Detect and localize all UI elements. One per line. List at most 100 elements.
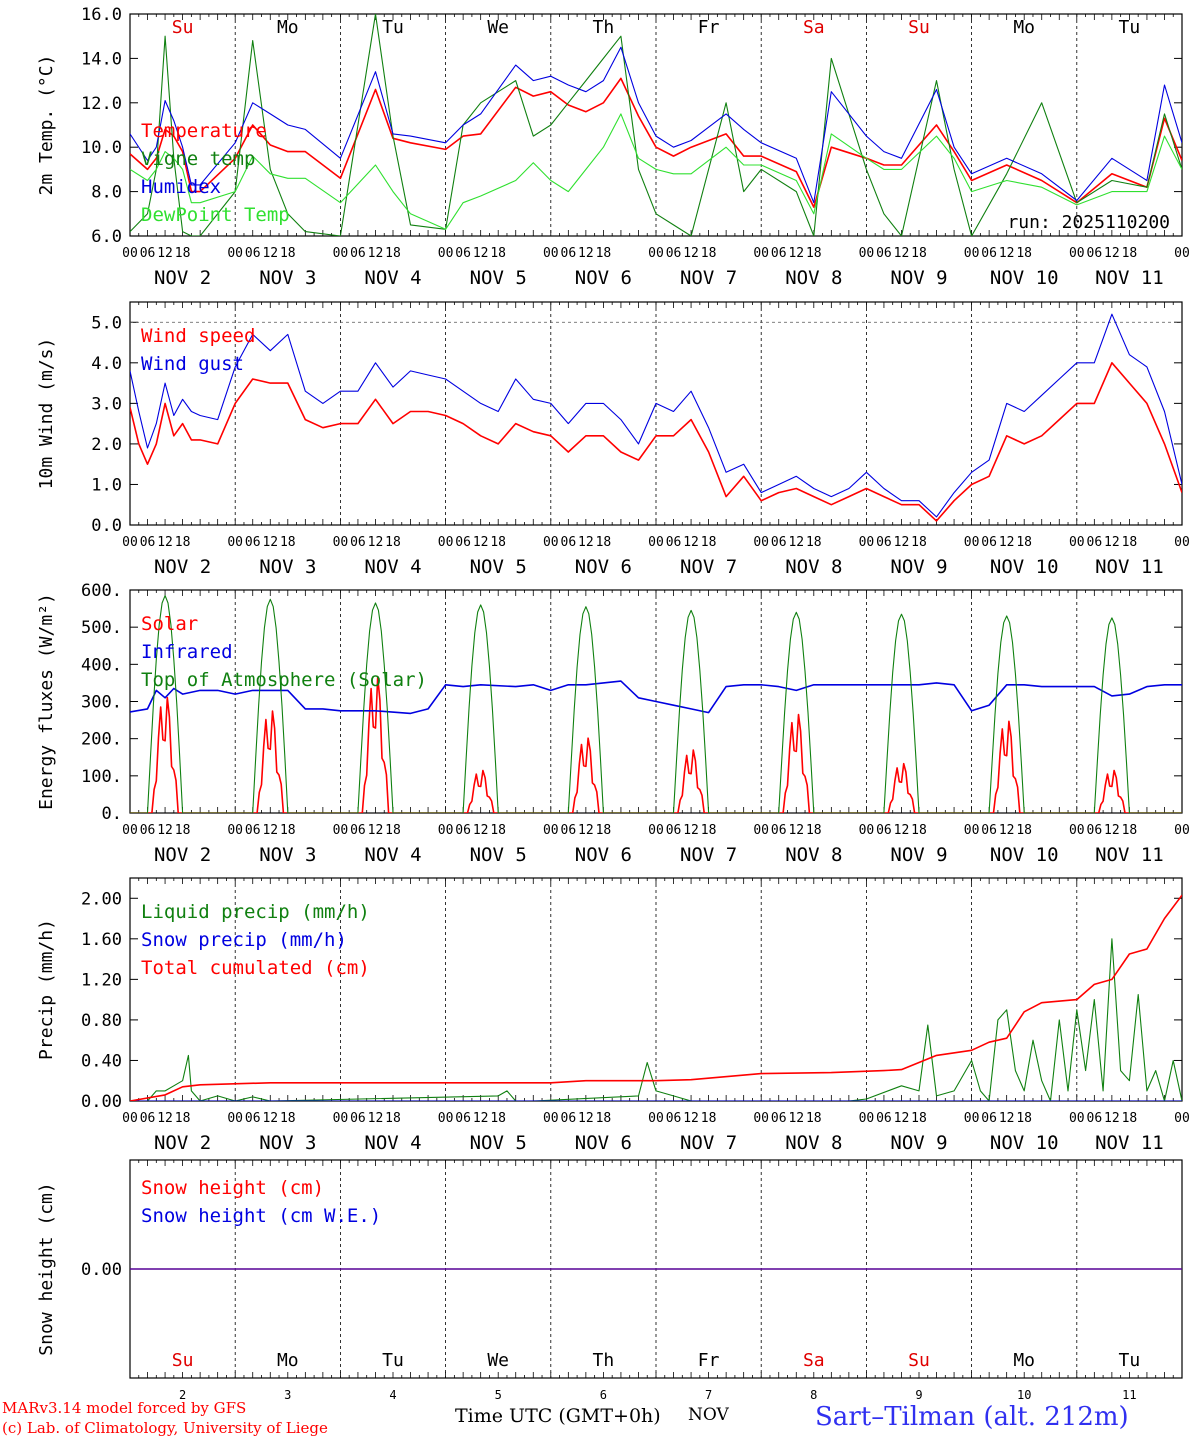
hour-tick-label: 06 bbox=[455, 246, 471, 261]
month-label: NOV bbox=[688, 1405, 729, 1425]
hour-tick-label: 06 bbox=[140, 535, 156, 550]
hour-tick-label: 00 bbox=[859, 823, 875, 838]
hour-tick-label: 12 bbox=[894, 246, 910, 261]
date-label: NOV 5 bbox=[470, 267, 527, 289]
hour-tick-label: 00 bbox=[227, 1111, 243, 1126]
hour-tick-label: 18 bbox=[1016, 823, 1032, 838]
hour-tick-label: 12 bbox=[157, 535, 173, 550]
hour-tick-label: 12 bbox=[157, 246, 173, 261]
hour-tick-label: 18 bbox=[1122, 1111, 1138, 1126]
hour-tick-label: 06 bbox=[1087, 823, 1103, 838]
y-axis-label: Snow height (cm) bbox=[36, 1182, 57, 1355]
date-label: NOV 8 bbox=[785, 1132, 842, 1154]
weekday-label: Su bbox=[908, 1350, 930, 1371]
hour-tick-label: 06 bbox=[1087, 1111, 1103, 1126]
y-tick-label: 1.60 bbox=[81, 930, 122, 950]
hour-tick-label: 00 bbox=[1174, 1111, 1190, 1126]
hour-tick-label: 12 bbox=[262, 246, 278, 261]
hour-tick-label: 12 bbox=[788, 1111, 804, 1126]
hour-tick-label: 06 bbox=[876, 246, 892, 261]
series-group bbox=[130, 14, 1182, 236]
hour-tick-label: 06 bbox=[245, 535, 261, 550]
hour-tick-label: 00 bbox=[333, 535, 349, 550]
weekday-label: Sa bbox=[803, 1350, 825, 1371]
hour-tick-label: 00 bbox=[1069, 823, 1085, 838]
hour-tick-label: 12 bbox=[999, 823, 1015, 838]
date-number-label: 11 bbox=[1122, 1388, 1136, 1402]
hour-tick-label: 12 bbox=[683, 823, 699, 838]
series-line-2 bbox=[130, 680, 1182, 715]
date-number-label: 5 bbox=[495, 1388, 502, 1402]
y-tick-label: 300. bbox=[81, 693, 122, 713]
series-line-1 bbox=[130, 362, 1182, 522]
date-label: NOV 7 bbox=[680, 844, 737, 866]
date-number-label: 8 bbox=[810, 1388, 817, 1402]
hour-tick-label: 06 bbox=[350, 246, 366, 261]
hour-tick-label: 06 bbox=[981, 823, 997, 838]
hour-tick-label: 06 bbox=[140, 246, 156, 261]
y-tick-label: 3.0 bbox=[91, 394, 122, 414]
hour-tick-label: 18 bbox=[701, 246, 717, 261]
y-tick-label: 16.0 bbox=[81, 5, 122, 25]
hour-tick-label: 18 bbox=[806, 246, 822, 261]
hour-tick-label: 00 bbox=[1069, 535, 1085, 550]
hour-tick-label: 00 bbox=[859, 1111, 875, 1126]
hour-tick-label: 12 bbox=[473, 535, 489, 550]
hour-tick-label: 18 bbox=[701, 823, 717, 838]
hour-tick-label: 18 bbox=[1122, 535, 1138, 550]
hour-tick-label: 12 bbox=[262, 1111, 278, 1126]
legend-entry: Infrared bbox=[141, 641, 233, 663]
hour-tick-label: 00 bbox=[1174, 246, 1190, 261]
weekday-label: We bbox=[487, 17, 509, 38]
hour-tick-label: 12 bbox=[894, 1111, 910, 1126]
hour-tick-label: 06 bbox=[981, 246, 997, 261]
hour-tick-label: 12 bbox=[578, 246, 594, 261]
y-tick-label: 2.00 bbox=[81, 889, 122, 909]
weekday-label: Tu bbox=[1119, 1350, 1141, 1371]
hour-tick-label: 12 bbox=[999, 1111, 1015, 1126]
date-label: NOV 10 bbox=[990, 844, 1059, 866]
date-label: NOV 5 bbox=[470, 1132, 527, 1154]
hour-tick-label: 12 bbox=[788, 823, 804, 838]
hour-tick-label: 12 bbox=[1104, 246, 1120, 261]
hour-tick-label: 06 bbox=[350, 1111, 366, 1126]
date-label: NOV 11 bbox=[1095, 1132, 1164, 1154]
date-label: NOV 9 bbox=[890, 267, 947, 289]
hour-tick-label: 12 bbox=[683, 246, 699, 261]
hour-tick-label: 18 bbox=[806, 823, 822, 838]
hour-tick-label: 12 bbox=[683, 1111, 699, 1126]
date-label: NOV 7 bbox=[680, 267, 737, 289]
hour-tick-label: 06 bbox=[876, 535, 892, 550]
date-label: NOV 9 bbox=[890, 1132, 947, 1154]
weekday-label: Fr bbox=[698, 17, 720, 38]
y-axis-label: Precip (mm/h) bbox=[36, 919, 57, 1060]
date-label: NOV 9 bbox=[890, 556, 947, 578]
hour-tick-label: 12 bbox=[473, 246, 489, 261]
weekday-label: Tu bbox=[382, 17, 404, 38]
weekday-label: Tu bbox=[1119, 17, 1141, 38]
hour-tick-label: 06 bbox=[350, 535, 366, 550]
hour-tick-label: 18 bbox=[806, 1111, 822, 1126]
y-axis-label: 10m Wind (m/s) bbox=[36, 338, 57, 490]
hour-tick-label: 00 bbox=[648, 1111, 664, 1126]
hour-tick-label: 12 bbox=[999, 246, 1015, 261]
hour-tick-label: 06 bbox=[140, 823, 156, 838]
legend-entry: Wind speed bbox=[141, 325, 255, 347]
hour-tick-label: 18 bbox=[385, 246, 401, 261]
hour-tick-label: 12 bbox=[894, 823, 910, 838]
date-label: NOV 6 bbox=[575, 556, 632, 578]
y-tick-label: 200. bbox=[81, 730, 122, 750]
hour-tick-label: 00 bbox=[227, 823, 243, 838]
date-label: NOV 3 bbox=[259, 267, 316, 289]
hour-tick-label: 18 bbox=[490, 246, 506, 261]
hour-tick-label: 12 bbox=[368, 823, 384, 838]
panel-3: 0. 100. 200. 300. 400. 500. 600. Energy fluxes … bbox=[36, 581, 1190, 866]
legend-entry: Humidex bbox=[141, 176, 221, 198]
weekday-label: Th bbox=[593, 17, 615, 38]
hour-tick-label: 00 bbox=[753, 246, 769, 261]
date-label: NOV 10 bbox=[990, 1132, 1059, 1154]
legend-entry: Vigne temp bbox=[141, 148, 255, 170]
hour-tick-label: 12 bbox=[262, 535, 278, 550]
date-number-label: 7 bbox=[705, 1388, 712, 1402]
weekday-label: We bbox=[487, 1350, 509, 1371]
